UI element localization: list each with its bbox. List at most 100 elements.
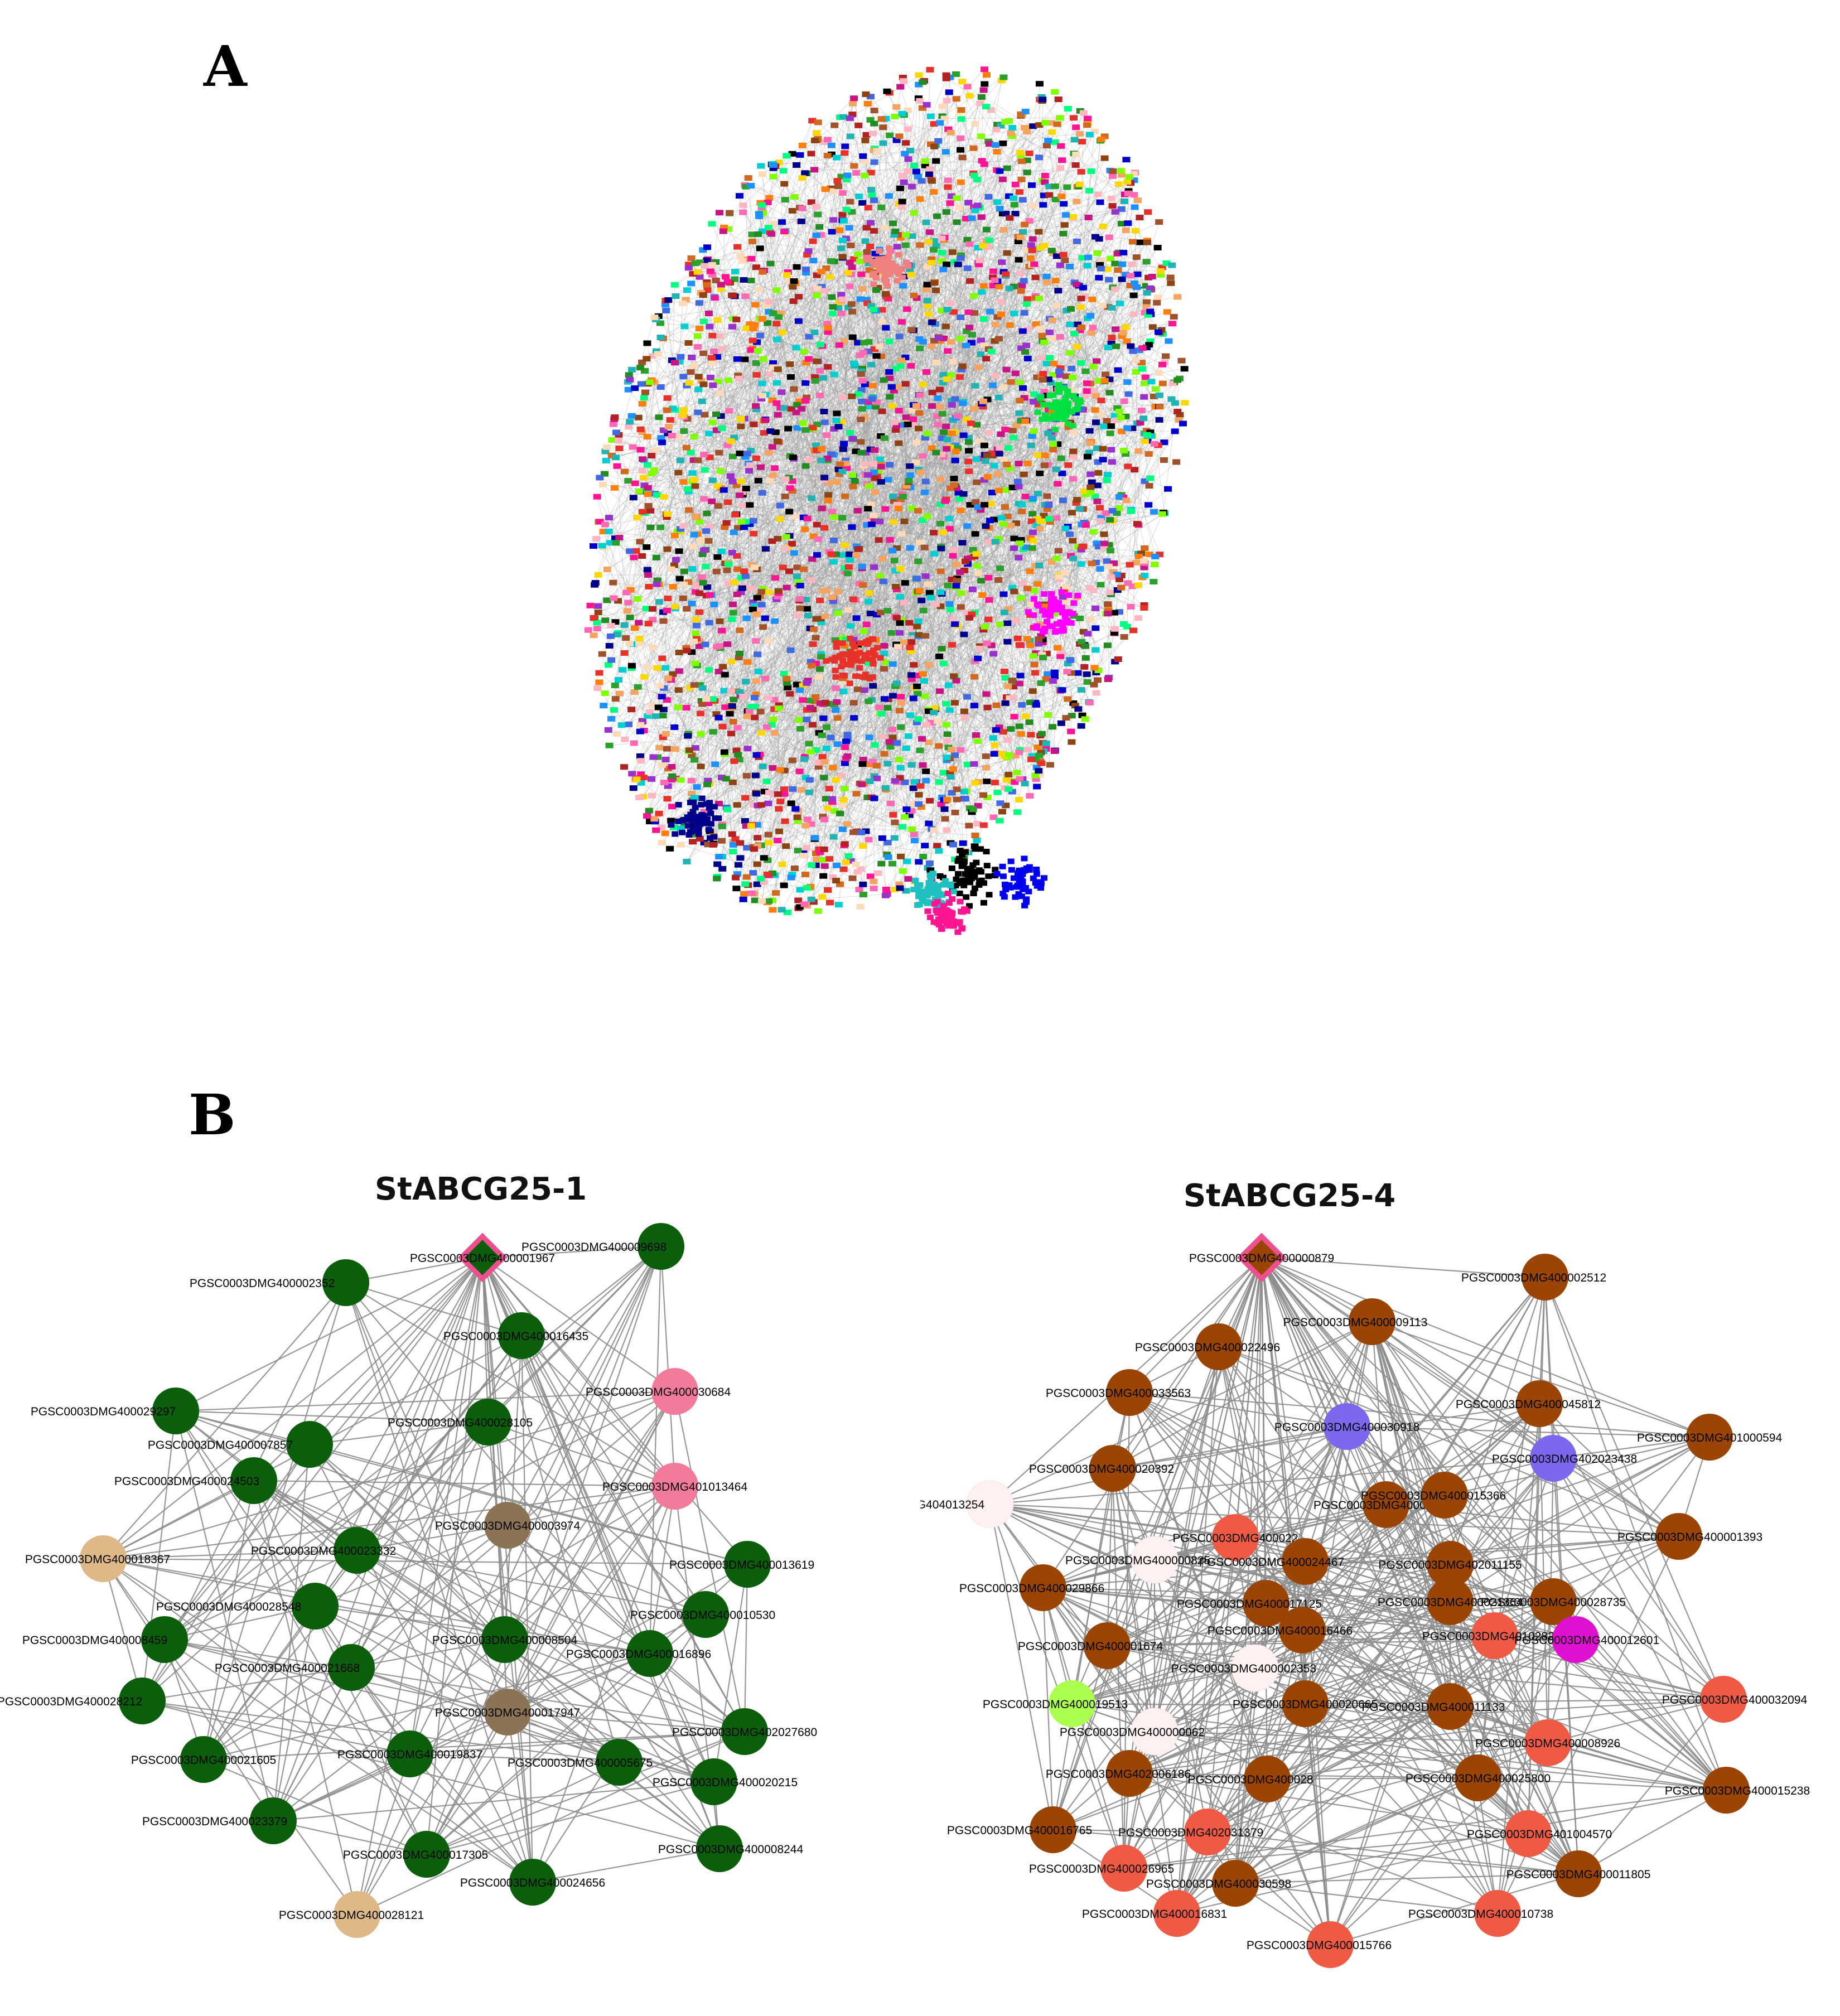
coexpression-edge xyxy=(1553,1458,1679,1537)
overview-node xyxy=(957,179,965,185)
overview-node xyxy=(1083,122,1092,128)
overview-node xyxy=(740,277,748,283)
overview-node xyxy=(1114,181,1123,187)
overview-node xyxy=(1078,521,1086,528)
coexpression-edge xyxy=(356,1753,411,1915)
overview-node xyxy=(709,382,717,388)
overview-node xyxy=(741,519,750,525)
overview-node xyxy=(1151,562,1159,568)
overview-node xyxy=(1140,558,1148,564)
overview-node xyxy=(1004,786,1012,792)
overview-node xyxy=(1084,214,1093,220)
overview-node xyxy=(1008,427,1017,433)
overview-node xyxy=(1110,560,1118,566)
overview-node xyxy=(674,687,683,693)
overview-node xyxy=(834,610,842,616)
overview-node xyxy=(807,577,815,583)
overview-node xyxy=(635,641,644,647)
overview-node xyxy=(1093,250,1102,256)
overview-node xyxy=(904,156,912,162)
gene-node-circle xyxy=(1212,1860,1259,1907)
overview-node xyxy=(644,485,652,491)
overview-node xyxy=(943,738,951,744)
overview-cluster-node xyxy=(1021,855,1028,862)
coexpression-edge xyxy=(1153,1559,1209,1833)
gene-node: PGSC0003DMG400001674 xyxy=(1018,1622,1163,1669)
overview-node xyxy=(774,593,782,600)
overview-node xyxy=(838,826,847,832)
coexpression-edge xyxy=(1071,1601,1554,1705)
overview-node xyxy=(963,761,972,767)
gene-node: PGSC0003DMG400015766 xyxy=(1247,1921,1392,1968)
overview-node xyxy=(865,339,873,345)
overview-node xyxy=(701,412,709,418)
overview-node xyxy=(949,673,958,679)
overview-node xyxy=(1140,573,1148,579)
overview-cluster-node xyxy=(999,891,1007,897)
overview-node xyxy=(593,620,601,626)
overview-node xyxy=(1017,288,1025,294)
overview-node xyxy=(752,678,760,684)
overview-node xyxy=(829,559,838,565)
overview-node xyxy=(957,107,965,113)
overview-node xyxy=(870,159,878,165)
overview-node xyxy=(605,528,613,534)
overview-node xyxy=(912,460,920,466)
overview-node xyxy=(1025,150,1034,156)
overview-node xyxy=(668,773,677,779)
overview-node xyxy=(915,792,923,798)
overview-node xyxy=(942,423,950,429)
overview-node xyxy=(753,339,761,345)
overview-node xyxy=(999,521,1007,527)
overview-node xyxy=(873,775,881,781)
overview-node xyxy=(1008,485,1017,491)
gene-node-label: PGSC0003DMG400008926 xyxy=(1475,1737,1620,1750)
overview-node xyxy=(936,603,945,610)
coexpression-edge xyxy=(649,1246,662,1654)
overview-node xyxy=(602,457,610,463)
overview-node xyxy=(848,308,856,315)
overview-cluster-node xyxy=(1061,613,1069,620)
gene-node: PGSC0003DMG400022496 xyxy=(1135,1323,1280,1370)
overview-node xyxy=(974,570,982,576)
gene-node-label: PGSC0003DMG400013619 xyxy=(669,1559,814,1572)
overview-node xyxy=(969,145,978,151)
overview-node xyxy=(787,874,795,881)
overview-cluster-node xyxy=(707,835,714,841)
overview-node xyxy=(643,813,651,819)
overview-node xyxy=(952,485,960,491)
overview-node xyxy=(713,644,721,650)
hub-edge xyxy=(482,1257,748,1565)
overview-node xyxy=(923,298,931,304)
overview-node xyxy=(892,427,900,433)
overview-node xyxy=(830,808,838,814)
overview-node xyxy=(897,204,906,210)
overview-node xyxy=(1079,110,1088,116)
overview-node xyxy=(730,529,738,535)
overview-node xyxy=(1128,239,1137,245)
coexpression-edge xyxy=(1330,1873,1579,1946)
overview-node xyxy=(988,274,997,281)
overview-node xyxy=(798,787,806,793)
overview-node xyxy=(990,462,998,468)
coexpression-edge xyxy=(1107,1645,1724,1700)
overview-node xyxy=(805,789,814,795)
overview-node xyxy=(976,100,984,107)
overview-node xyxy=(943,376,951,383)
overview-cluster-node xyxy=(1052,603,1059,610)
overview-node xyxy=(1123,179,1132,185)
coexpression-edge xyxy=(345,1282,534,1883)
overview-node xyxy=(1103,642,1112,649)
gene-node-label: PGSC0003DMG400015238 xyxy=(1665,1785,1810,1797)
overview-node xyxy=(740,568,748,574)
gene-node: PGSC0003DMG400024656 xyxy=(460,1859,605,1906)
overview-node xyxy=(886,744,895,750)
overview-node xyxy=(880,666,888,672)
overview-node xyxy=(631,385,639,391)
overview-cluster-node xyxy=(1069,409,1076,415)
overview-node xyxy=(1019,385,1027,391)
overview-node xyxy=(1109,173,1117,179)
overview-node xyxy=(888,548,897,554)
overview-node xyxy=(1036,245,1044,251)
coexpression-edge xyxy=(1107,1436,1710,1647)
